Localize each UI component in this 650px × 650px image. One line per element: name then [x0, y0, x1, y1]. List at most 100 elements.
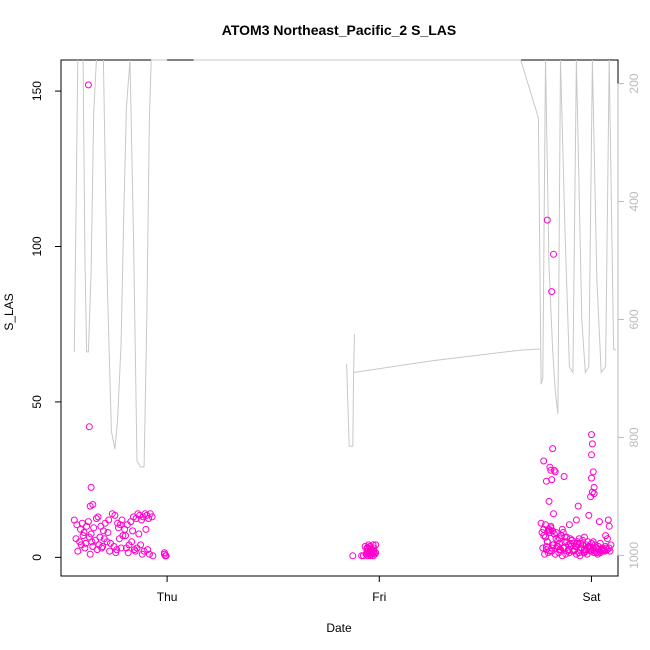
data-point-239 [602, 532, 610, 540]
data-point-67 [131, 547, 139, 555]
data-point-206 [563, 533, 571, 541]
data-point-76 [122, 532, 129, 540]
line-segment-5 [193, 59, 539, 118]
data-point-162 [539, 544, 547, 552]
data-point-138 [566, 535, 574, 543]
y-axis-left: 0 50 100 150 [30, 81, 62, 561]
line-segment-11 [575, 59, 593, 375]
chart-title: ATOM3 Northeast_Pacific_2 S_LAS [222, 22, 456, 38]
data-point-81 [85, 423, 93, 431]
data-point-265 [545, 497, 553, 505]
data-point-264 [548, 476, 556, 484]
data-point-228 [543, 538, 551, 546]
x-axis-label: Date [326, 621, 352, 635]
y2-tick-label-2: 600 [627, 309, 641, 329]
data-point-60 [86, 550, 94, 558]
data-point-116 [372, 549, 380, 557]
data-point-276 [548, 288, 556, 296]
data-point-47 [113, 546, 121, 554]
y-axis-label: S_LAS [2, 293, 16, 330]
line-segment-8 [537, 59, 546, 385]
data-point-19 [118, 516, 126, 524]
data-point-87 [160, 550, 168, 558]
line-segment-3 [129, 59, 152, 468]
data-point-88 [162, 552, 170, 560]
data-point-189 [565, 549, 573, 557]
data-point-249 [570, 547, 578, 555]
data-point-273 [588, 431, 595, 439]
line-series [73, 59, 617, 468]
data-point-254 [574, 502, 582, 510]
data-point-9 [92, 515, 100, 522]
data-point-78 [135, 530, 143, 538]
y2-tick-label-1: 400 [627, 191, 641, 211]
data-point-187 [558, 552, 566, 560]
data-point-275 [550, 250, 557, 258]
y-tick-label-2: 100 [30, 236, 44, 256]
data-point-4 [80, 529, 88, 536]
line-segment-12 [591, 59, 610, 374]
x-tick-label-0: Thu [157, 590, 178, 604]
data-point-261 [549, 445, 557, 453]
data-point-272 [588, 440, 596, 448]
x-tick-label-1: Fri [372, 590, 386, 604]
line-segment-1 [82, 59, 97, 353]
data-point-57 [144, 546, 152, 554]
data-point-226 [598, 547, 606, 555]
data-point-14 [105, 516, 113, 524]
data-point-148 [584, 538, 592, 546]
data-point-80 [84, 81, 92, 89]
y2-tick-label-3: 800 [627, 427, 641, 447]
data-point-70 [149, 552, 157, 560]
data-point-259 [540, 457, 548, 465]
data-point-182 [541, 550, 549, 558]
data-point-252 [544, 525, 552, 533]
data-point-244 [585, 511, 593, 519]
data-point-29 [141, 510, 149, 518]
data-point-66 [124, 549, 132, 557]
data-point-245 [592, 544, 600, 552]
data-point-84 [86, 502, 94, 510]
data-point-44 [103, 538, 111, 546]
data-point-25 [134, 510, 142, 518]
data-point-242 [565, 521, 573, 529]
y2-tick-label-4: 1000 [627, 542, 641, 569]
data-point-8 [90, 524, 98, 532]
data-point-118 [363, 550, 371, 558]
data-point-146 [580, 533, 588, 541]
data-point-63 [106, 547, 114, 555]
data-point-267 [546, 463, 554, 471]
data-point-218 [556, 535, 564, 543]
line-segment-10 [560, 59, 577, 375]
y-tick-label-1: 50 [30, 395, 44, 409]
data-point-49 [119, 532, 127, 540]
data-point-183 [544, 549, 552, 557]
data-point-201 [537, 519, 545, 527]
data-point-36 [79, 532, 87, 540]
data-point-217 [550, 530, 558, 538]
line-segment-13 [608, 59, 617, 351]
data-point-77 [129, 527, 137, 535]
data-point-12 [99, 527, 107, 535]
data-point-185 [551, 550, 559, 558]
line-segment-9 [545, 59, 561, 414]
data-point-72 [88, 538, 96, 546]
data-point-243 [572, 516, 580, 524]
data-point-271 [590, 490, 598, 498]
line-segment-7 [353, 348, 541, 373]
x-axis: Thu Fri Sat [157, 575, 601, 604]
data-point-58 [74, 547, 82, 555]
data-point-268 [560, 473, 568, 480]
data-point-75 [115, 524, 122, 532]
line-segment-6 [346, 334, 355, 447]
data-point-71 [77, 541, 85, 549]
y-tick-label-0: 0 [30, 554, 44, 561]
y2-tick-label-0: 200 [627, 73, 641, 93]
data-point-69 [145, 550, 153, 558]
data-point-260 [547, 466, 555, 474]
data-point-253 [550, 510, 557, 518]
data-point-42 [98, 544, 106, 552]
data-point-62 [99, 543, 107, 550]
data-point-33 [148, 513, 156, 521]
data-point-52 [128, 538, 136, 546]
